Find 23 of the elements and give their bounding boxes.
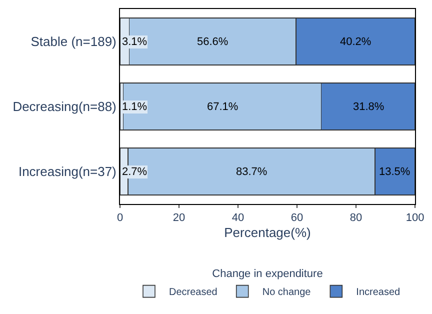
x-tick-label: 40 [232, 212, 244, 224]
data-label: 31.8% [353, 101, 384, 113]
legend-label: No change [262, 287, 312, 298]
x-tick-label: 60 [290, 212, 304, 224]
x-axis-title: Percentage(%) [224, 224, 311, 240]
data-label: 40.2% [340, 36, 372, 48]
data-label: 13.5% [379, 166, 410, 178]
legend-label: Increased [356, 287, 400, 298]
data-label: 2.7% [122, 166, 148, 178]
data-label: 3.1% [122, 36, 148, 48]
data-label: 83.7% [236, 166, 268, 178]
y-tick-label: Stable (n=189) [30, 34, 116, 50]
data-label: 67.1% [207, 101, 238, 113]
x-tick-label: 20 [172, 212, 186, 224]
x-tick-label: 100 [406, 212, 424, 224]
data-label: 1.1% [122, 101, 148, 113]
data-label: 56.6% [197, 36, 228, 48]
y-tick-label: Increasing(n=37) [18, 164, 116, 180]
legend-title: Change in expenditure [212, 268, 323, 280]
y-tick-label: Decreasing(n=88) [12, 99, 116, 114]
x-tick-label: 80 [350, 212, 362, 224]
x-tick-label: 0 [116, 212, 124, 224]
legend-label: Decreased [169, 287, 218, 298]
